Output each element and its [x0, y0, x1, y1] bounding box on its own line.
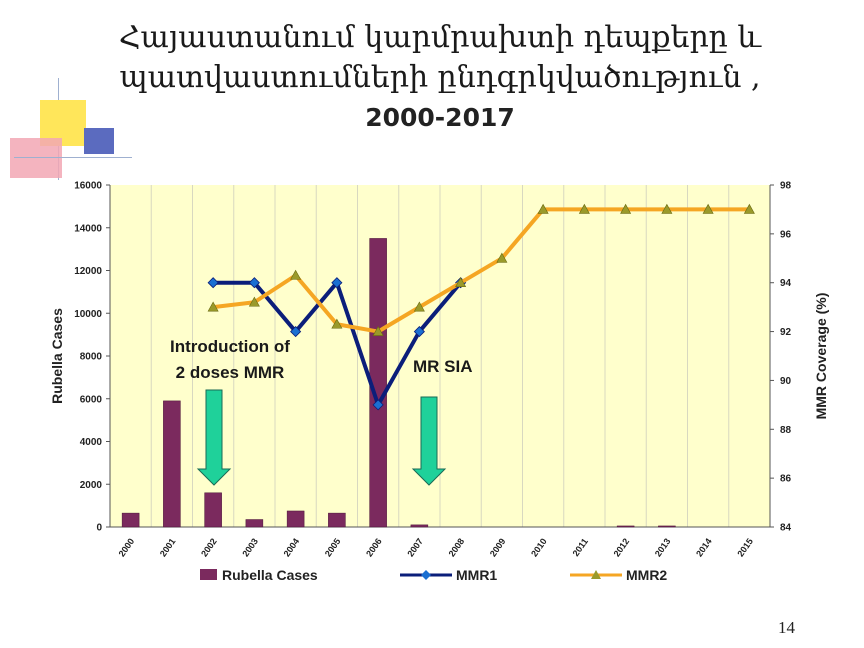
title-line-1: Հայաստանում կարմրախտի դեպքերը և [118, 20, 762, 55]
right-tick-label: 90 [780, 376, 792, 387]
point-mmr2 [248, 296, 260, 307]
left-tick-label: 4000 [80, 437, 103, 448]
left-tick-label: 10000 [74, 309, 102, 320]
point-mmr2 [372, 325, 384, 336]
legend-label-mmr2: MMR2 [626, 567, 667, 583]
decor-blue-square [84, 128, 114, 154]
bar-rubella-cases [328, 512, 346, 528]
x-tick-label: 2015 [735, 536, 755, 558]
point-mmr2 [496, 252, 508, 263]
x-tick-label: 2008 [447, 536, 467, 558]
legend-marker-mmr2 [591, 570, 601, 579]
right-tick-label: 86 [780, 474, 792, 485]
point-mmr1 [372, 399, 384, 411]
bar-rubella-cases [658, 525, 676, 528]
left-tick-label: 16000 [74, 181, 102, 192]
right-tick-label: 92 [780, 327, 792, 338]
page-number: 14 [778, 618, 795, 637]
left-tick-label: 0 [96, 523, 102, 534]
y2-axis-title: MMR Coverage (%) [813, 293, 829, 420]
legend-marker-mmr1 [421, 570, 431, 580]
point-mmr2 [578, 203, 590, 214]
bar-rubella-cases [286, 510, 305, 528]
x-tick-label: 2000 [117, 536, 137, 558]
legend-label-rubella: Rubella Cases [222, 567, 318, 583]
right-tick-label: 98 [780, 181, 792, 192]
point-mmr2 [661, 203, 673, 214]
point-mmr2 [290, 269, 302, 280]
arrow-2007-icon [411, 396, 447, 486]
point-mmr2 [331, 318, 343, 329]
decor-horizontal-line [14, 157, 132, 158]
point-mmr1 [290, 326, 302, 338]
x-tick-label: 2006 [364, 536, 384, 558]
slide-title: Հայաստանում կարմրախտի դեպքերը և պատվաստո… [40, 18, 840, 138]
legend-label-mmr1: MMR1 [456, 567, 497, 583]
point-mmr1 [413, 326, 425, 338]
line-mmr2 [212, 207, 750, 334]
bar-rubella-cases [204, 492, 222, 528]
x-tick-label: 2014 [694, 536, 714, 558]
point-mmr2 [207, 301, 219, 312]
y-axis-title: Rubella Cases [49, 308, 65, 404]
x-tick-label: 2012 [612, 536, 632, 558]
x-tick-label: 2002 [199, 536, 219, 558]
legend-swatch-rubella [200, 569, 217, 580]
point-mmr2 [743, 203, 755, 214]
point-mmr1 [331, 277, 343, 289]
annotation-intro-line-1: Introduction of [170, 337, 290, 356]
bar-rubella-cases [616, 525, 635, 528]
bar-rubella-cases [245, 519, 264, 528]
x-tick-label: 2003 [240, 536, 260, 558]
right-tick-label: 96 [780, 229, 792, 240]
bar-rubella-cases [163, 400, 181, 528]
x-tick-label: 2005 [323, 536, 343, 558]
x-tick-label: 2013 [653, 536, 673, 558]
x-tick-label: 2001 [158, 536, 178, 558]
point-mmr2 [702, 203, 714, 214]
x-tick-label: 2009 [488, 536, 508, 558]
title-line-3: 2000-2017 [365, 103, 515, 132]
right-tick-label: 94 [780, 278, 792, 289]
left-tick-label: 2000 [80, 480, 103, 491]
point-mmr2 [455, 277, 467, 288]
bar-rubella-cases [121, 512, 140, 528]
bar-rubella-cases [410, 524, 429, 528]
title-line-2: պատվաստումների ընդգրկվածություն , [119, 60, 761, 95]
decor-pink-square [10, 138, 62, 178]
x-tick-label: 2004 [282, 536, 302, 558]
x-tick-label: 2011 [571, 536, 590, 558]
point-mmr2 [413, 301, 425, 312]
right-tick-label: 84 [780, 523, 792, 534]
point-mmr1 [248, 277, 260, 289]
left-tick-label: 12000 [74, 266, 102, 277]
left-tick-label: 6000 [80, 394, 103, 405]
x-tick-label: 2010 [529, 536, 549, 558]
arrow-2002-icon [196, 389, 232, 486]
right-tick-label: 88 [780, 425, 792, 436]
point-mmr2 [620, 203, 632, 214]
annotation-intro-line-2: 2 doses MMR [176, 363, 285, 382]
left-tick-label: 14000 [74, 223, 102, 234]
left-tick-label: 8000 [80, 352, 103, 363]
point-mmr1 [207, 277, 219, 289]
point-mmr2 [537, 203, 549, 214]
annotation-mr-sia: MR SIA [413, 357, 473, 376]
x-tick-label: 2007 [405, 536, 425, 558]
